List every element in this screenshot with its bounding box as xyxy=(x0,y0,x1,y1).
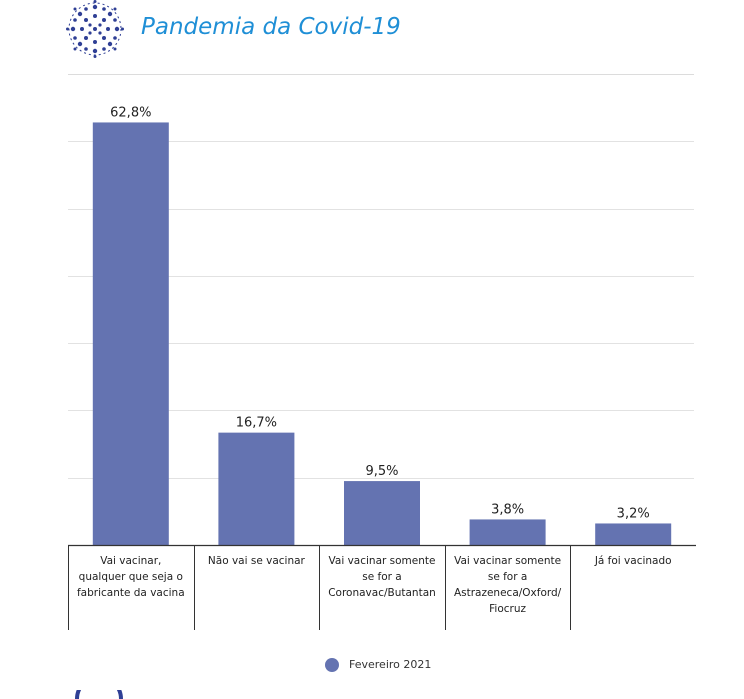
data-label: 3,8% xyxy=(491,502,524,517)
header-divider xyxy=(68,74,694,75)
category-label: Não vai se vacinar xyxy=(208,555,306,567)
bar xyxy=(218,432,295,545)
category-label: Vai vacinar somente xyxy=(454,555,561,567)
category-label: se for a xyxy=(488,571,527,583)
data-label: 9,5% xyxy=(365,464,398,479)
bar xyxy=(595,523,672,545)
bar-chart: 62,8% Vai vacinar, qualquer que seja o fabr… xyxy=(68,105,696,630)
category-label: se for a xyxy=(362,571,401,583)
footer-logo-icon xyxy=(75,690,123,699)
category-label: fabricante da vacina xyxy=(77,587,185,599)
chart-legend: Fevereiro 2021 xyxy=(0,656,744,676)
data-label: 16,7% xyxy=(236,416,277,431)
virus-dots-icon xyxy=(66,0,124,58)
chart-header: Pandemia da Covid-19 xyxy=(64,0,704,60)
legend-swatch xyxy=(325,658,339,672)
category-label: Vai vacinar somente xyxy=(329,555,436,567)
chart-title: Pandemia da Covid-19 xyxy=(141,14,401,40)
data-label: 3,2% xyxy=(617,506,650,521)
category-label: Coronavac/Butantan xyxy=(328,587,436,599)
category-label: Fiocruz xyxy=(489,603,526,615)
bar xyxy=(92,122,169,546)
category-label: Astrazeneca/Oxford/ xyxy=(454,587,562,599)
bar xyxy=(344,481,420,545)
category-label: Vai vacinar, xyxy=(100,555,161,567)
category-label: qualquer que seja o xyxy=(79,571,183,583)
bar xyxy=(469,519,546,545)
category-label: Já foi vacinado xyxy=(594,555,672,567)
legend-label: Fevereiro 2021 xyxy=(349,658,432,671)
data-label: 62,8% xyxy=(110,105,151,120)
